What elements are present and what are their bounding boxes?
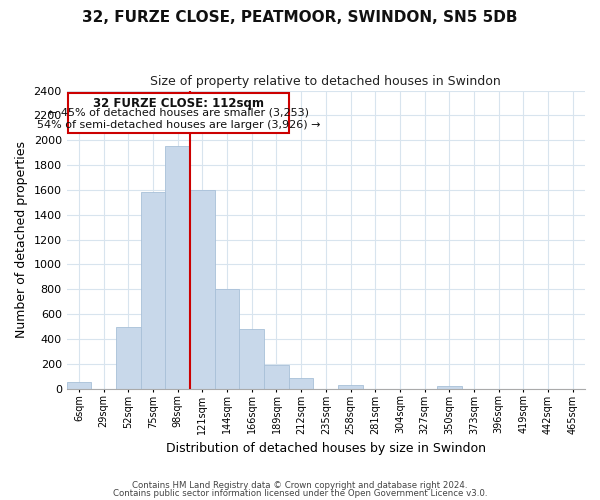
Bar (141, 192, 166, 388)
Bar (264, 365, 289, 388)
Text: 32 FURZE CLOSE: 112sqm: 32 FURZE CLOSE: 112sqm (93, 97, 264, 110)
Title: Size of property relative to detached houses in Swindon: Size of property relative to detached ho… (151, 75, 501, 88)
X-axis label: Distribution of detached houses by size in Swindon: Distribution of detached houses by size … (166, 442, 486, 455)
Bar (190, 190, 215, 388)
Bar (116, 326, 141, 388)
Y-axis label: Number of detached properties: Number of detached properties (15, 141, 28, 338)
Bar (239, 329, 264, 388)
Text: Contains HM Land Registry data © Crown copyright and database right 2024.: Contains HM Land Registry data © Crown c… (132, 481, 468, 490)
Text: 54% of semi-detached houses are larger (3,926) →: 54% of semi-detached houses are larger (… (37, 120, 320, 130)
Bar (166, 146, 190, 388)
Bar (289, 378, 313, 388)
Text: 32, FURZE CLOSE, PEATMOOR, SWINDON, SN5 5DB: 32, FURZE CLOSE, PEATMOOR, SWINDON, SN5 … (82, 10, 518, 25)
Bar (437, 386, 461, 388)
Text: ← 45% of detached houses are smaller (3,253): ← 45% of detached houses are smaller (3,… (48, 108, 309, 118)
Bar (338, 385, 363, 388)
Bar (67, 382, 91, 388)
Bar (68, 93, 289, 133)
Text: Contains public sector information licensed under the Open Government Licence v3: Contains public sector information licen… (113, 488, 487, 498)
Bar (215, 290, 239, 388)
